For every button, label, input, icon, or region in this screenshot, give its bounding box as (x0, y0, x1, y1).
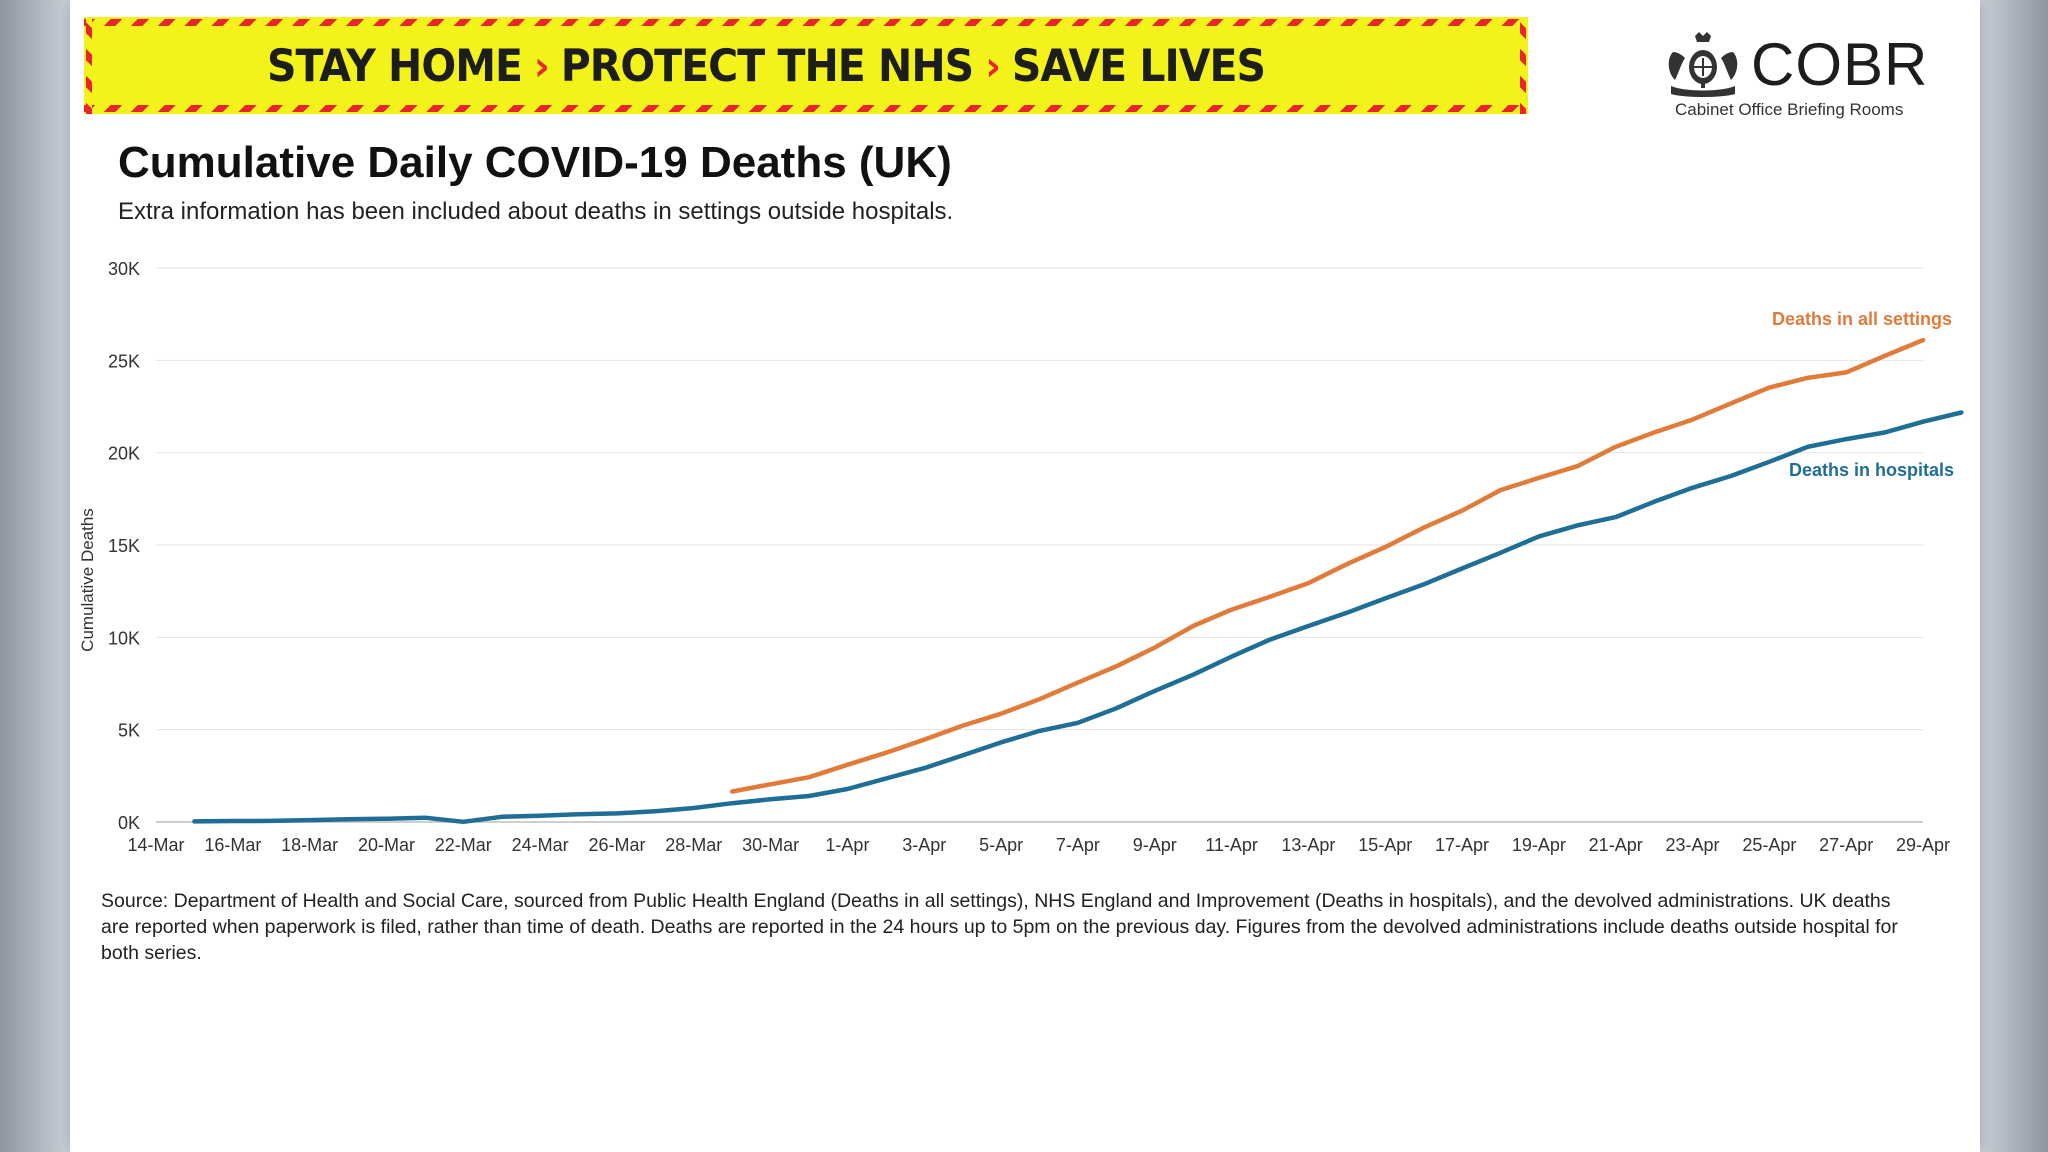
x-tick-label: 11-Apr (1205, 835, 1258, 855)
royal-crest-icon (1668, 32, 1738, 97)
chart-title: Cumulative Daily COVID-19 Deaths (UK) (118, 138, 952, 187)
x-tick-label: 27-Apr (1819, 835, 1873, 855)
y-tick-label: 30K (108, 259, 140, 279)
x-tick-label: 30-Mar (742, 835, 799, 855)
series-line-deaths-in-hospitals (192, 410, 1964, 825)
banner-stripe-right (1520, 17, 1526, 114)
chevron-right-icon: › (534, 41, 550, 90)
banner-text: STAY HOME › PROTECT THE NHS › SAVE LIVES (84, 13, 1528, 118)
slide (70, 0, 1980, 1152)
y-tick-label: 5K (118, 721, 140, 741)
y-tick-label: 20K (108, 444, 140, 464)
chart-subtitle: Extra information has been included abou… (118, 198, 954, 225)
banner-stripe-top (84, 19, 1528, 26)
y-tick-label: 0K (118, 813, 140, 833)
y-tick-label: 15K (108, 536, 140, 556)
x-tick-label: 22-Mar (435, 835, 492, 855)
series-line-deaths-in-all-settings (729, 337, 1926, 794)
y-tick-label: 25K (108, 351, 140, 371)
x-tick-label: 14-Mar (127, 835, 184, 855)
x-tick-label: 20-Mar (358, 835, 415, 855)
x-tick-label: 13-Apr (1281, 835, 1335, 855)
source-note: Source: Department of Health and Social … (101, 890, 1898, 964)
banner-save-lives: SAVE LIVES (1011, 39, 1266, 92)
cobr-title: COBR (1751, 31, 1929, 98)
cobr-subtitle: Cabinet Office Briefing Rooms (1675, 100, 1904, 119)
x-tick-label: 15-Apr (1358, 835, 1412, 855)
x-tick-label: 5-Apr (979, 835, 1023, 855)
x-tick-label: 18-Mar (281, 835, 338, 855)
banner-stay-home: STAY HOME (266, 39, 523, 92)
banner-stripe-bottom (84, 105, 1528, 112)
x-tick-label: 7-Apr (1056, 835, 1100, 855)
x-tick-label: 21-Apr (1589, 835, 1643, 855)
x-tick-label: 1-Apr (825, 835, 869, 855)
x-tick-label: 3-Apr (902, 835, 946, 855)
x-tick-label: 26-Mar (588, 835, 645, 855)
chevron-right-icon: › (985, 41, 1001, 90)
banner-stripe-left (86, 17, 92, 114)
series-label-deaths-in-hospitals: Deaths in hospitals (1789, 460, 1954, 480)
cobr-logo: COBR Cabinet Office Briefing Rooms (1665, 28, 1935, 128)
banner-protect-nhs: PROTECT THE NHS (560, 39, 974, 92)
slogan-banner: STAY HOME › PROTECT THE NHS › SAVE LIVES (84, 17, 1528, 114)
x-tick-label: 19-Apr (1512, 835, 1566, 855)
x-tick-label: 24-Mar (512, 835, 569, 855)
x-tick-label: 23-Apr (1666, 835, 1720, 855)
x-tick-label: 25-Apr (1742, 835, 1796, 855)
y-tick-label: 10K (108, 628, 140, 648)
x-tick-label: 29-Apr (1896, 835, 1950, 855)
y-axis-label: Cumulative Deaths (78, 508, 97, 652)
x-tick-label: 17-Apr (1435, 835, 1489, 855)
x-tick-label: 9-Apr (1133, 835, 1177, 855)
x-tick-label: 16-Mar (204, 835, 261, 855)
series-label-deaths-in-all-settings: Deaths in all settings (1772, 309, 1952, 329)
x-tick-label: 28-Mar (665, 835, 722, 855)
